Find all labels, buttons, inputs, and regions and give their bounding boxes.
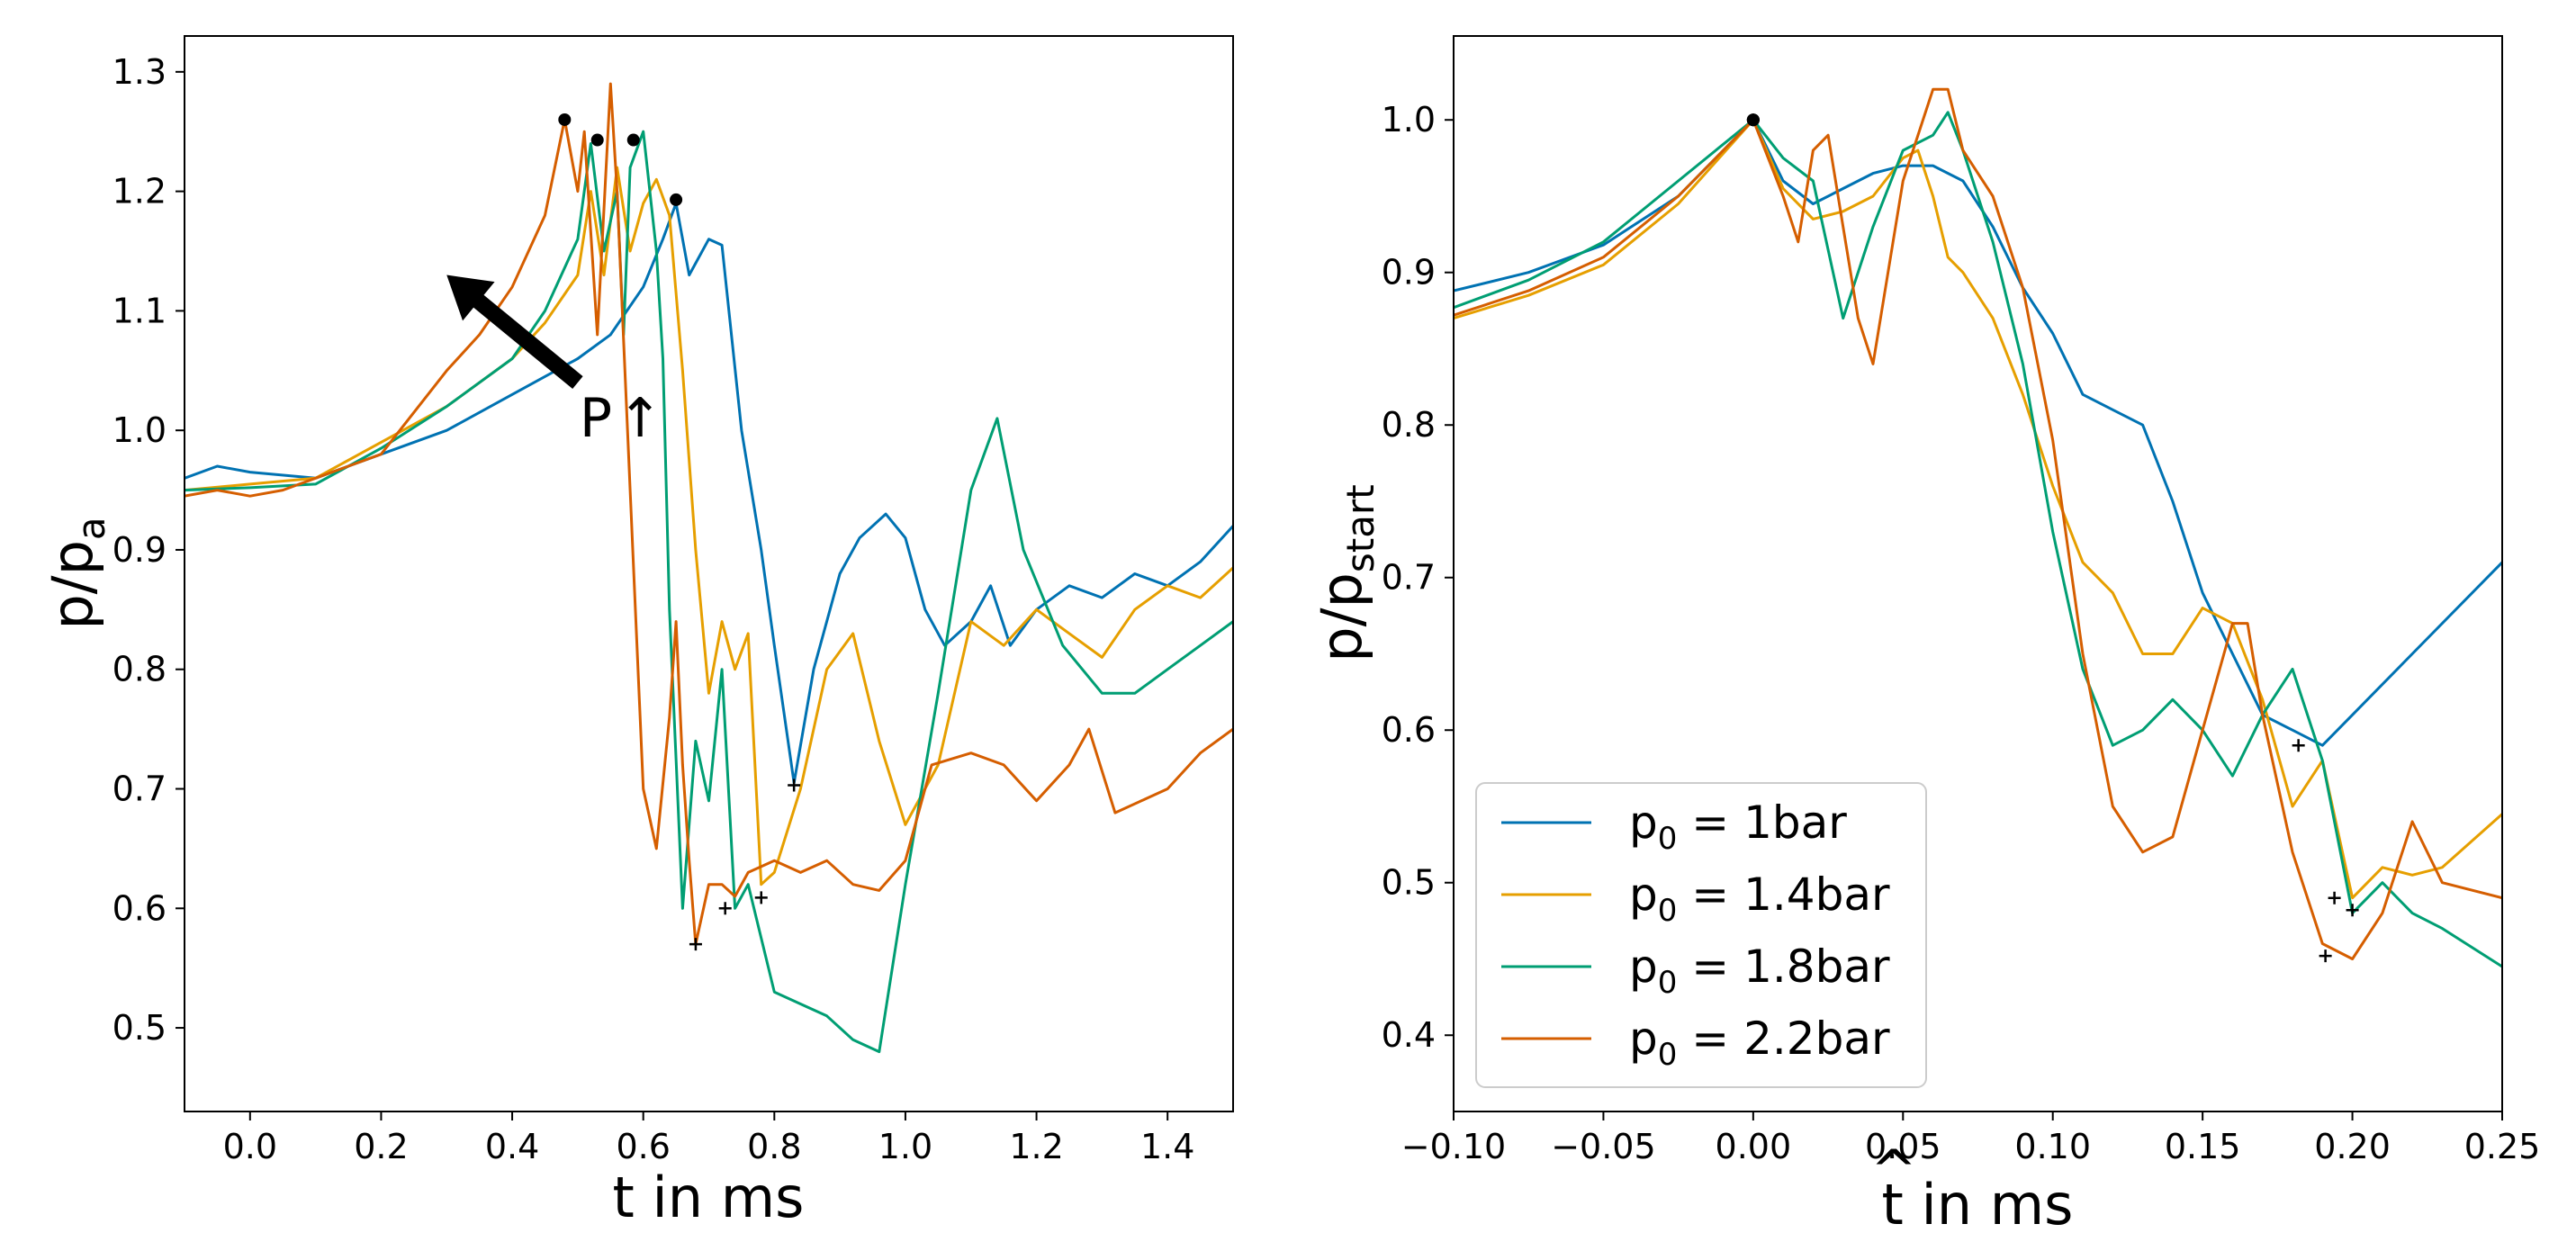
legend-entry: p0 = 1.8bar [1501, 940, 1890, 1001]
legend-box [1475, 782, 1927, 1088]
left-x-tick-label: 0.0 [223, 1127, 277, 1166]
left-y-tick-label: 1.1 [113, 291, 167, 330]
left-y-tick-label: 0.5 [113, 1008, 167, 1048]
right-y-tick-label: 0.9 [1382, 253, 1436, 292]
left-x-tick-label: 1.4 [1140, 1127, 1194, 1166]
right-x-axis-label: t in ms [1882, 1172, 2074, 1238]
right-x-tick-label: 0.25 [2464, 1127, 2541, 1166]
right-x-tick-label: −0.05 [1551, 1127, 1655, 1166]
left-min-marker-1bar [788, 778, 801, 792]
left-min-marker-1.8bar [718, 902, 732, 915]
left-x-axis-label: t in ms [613, 1165, 805, 1230]
right-x-tick-label: 0.05 [1865, 1127, 1941, 1166]
left-series-line-1.4bar [185, 166, 1233, 886]
left-y-tick-label: 1.0 [113, 410, 167, 450]
right-y-tick-label: 0.4 [1382, 1015, 1436, 1055]
legend-entry: p0 = 1.4bar [1501, 868, 1890, 929]
left-x-tick-label: 1.0 [878, 1127, 932, 1166]
legend-entry: p0 = 1bar [1501, 796, 1847, 857]
right-x-tick-label: 0.10 [2014, 1127, 2091, 1166]
right-y-tick-label: 0.5 [1382, 863, 1436, 903]
right-x-tick-label: −0.10 [1401, 1127, 1506, 1166]
pressure-increase-label: P ↑ [580, 387, 662, 450]
right-series-line-1bar [1454, 118, 2502, 747]
left-peak-marker-2.2bar [558, 112, 572, 126]
left-series-line-1bar [185, 202, 1233, 785]
left-y-tick-label: 0.8 [113, 650, 167, 689]
legend-entry: p0 = 2.2bar [1501, 1012, 1890, 1073]
right-chart: −0.10 −0.05 0.00 0.05 0.10 0.15 0.20 0.25 0.4 0.… [1309, 35, 2541, 1238]
left-x-tick-label: 0.4 [485, 1127, 539, 1166]
right-x-tick-label: 0.15 [2165, 1127, 2241, 1166]
right-y-tick-label: 0.7 [1382, 558, 1436, 598]
right-x-tick-label: 0.20 [2314, 1127, 2391, 1166]
legend-label-1bar: p0 = 1bar [1629, 796, 1847, 857]
left-y-tick-label: 0.7 [113, 770, 167, 809]
arrow-head-icon [446, 274, 495, 321]
right-plot-frame [1453, 35, 2503, 1112]
right-min-marker-1.8bar [2346, 904, 2359, 917]
pressure-increase-annotation: P ↑ [446, 274, 662, 450]
legend: p0 = 1bar p0 = 1.4bar p0 = 1.8bar p0 = 2… [1475, 782, 1927, 1088]
right-y-tick-label: 1.0 [1382, 100, 1436, 140]
right-series-line-1.8bar [1454, 111, 2502, 968]
right-y-tick-label: 0.6 [1382, 710, 1436, 750]
x-axis-hat-accent: ^ [1870, 1138, 1917, 1203]
left-y-tick-label: 0.9 [113, 530, 167, 570]
left-y-tick-label: 0.6 [113, 888, 167, 928]
left-peak-marker-1.8bar [590, 133, 604, 147]
left-peak-marker-1bar [670, 193, 683, 206]
legend-label-1.4bar: p0 = 1.4bar [1629, 868, 1890, 929]
right-peak-marker-2.2bar [1746, 113, 1760, 127]
right-min-marker-2.2bar [2319, 950, 2332, 963]
left-x-tick-label: 0.6 [616, 1127, 670, 1166]
left-chart: 0.0 0.2 0.4 0.6 0.8 1.0 1.2 1.4 0.5 0.6 0.7 0.8 0.9… [40, 35, 1234, 1230]
left-x-tick-label: 1.2 [1009, 1127, 1063, 1166]
legend-label-2.2bar: p0 = 2.2bar [1629, 1012, 1890, 1073]
right-y-axis-label: p/pstart [1309, 484, 1383, 662]
left-min-marker-2.2bar [689, 938, 702, 951]
right-y-tick-label: 0.8 [1382, 405, 1436, 445]
right-series-line-2.2bar [1454, 87, 2502, 960]
left-x-tick-label: 0.2 [354, 1127, 408, 1166]
left-y-axis-label: p/pa [40, 517, 113, 629]
left-plot-frame [184, 35, 1234, 1112]
left-x-tick-label: 0.8 [747, 1127, 801, 1166]
legend-label-1.8bar: p0 = 1.8bar [1629, 940, 1890, 1001]
right-min-marker-1bar [2292, 739, 2305, 752]
right-x-tick-label: 0.00 [1716, 1127, 1792, 1166]
left-peak-marker-1.4bar [626, 133, 640, 147]
left-y-tick-label: 1.3 [113, 52, 167, 92]
pressure-increase-arrow [471, 292, 583, 390]
left-series-line-1.8bar [185, 130, 1233, 1054]
right-min-marker-1.4bar [2328, 891, 2341, 904]
left-min-marker-1.4bar [754, 891, 768, 904]
left-y-tick-label: 1.2 [113, 172, 167, 212]
left-series-line-2.2bar [185, 82, 1233, 946]
